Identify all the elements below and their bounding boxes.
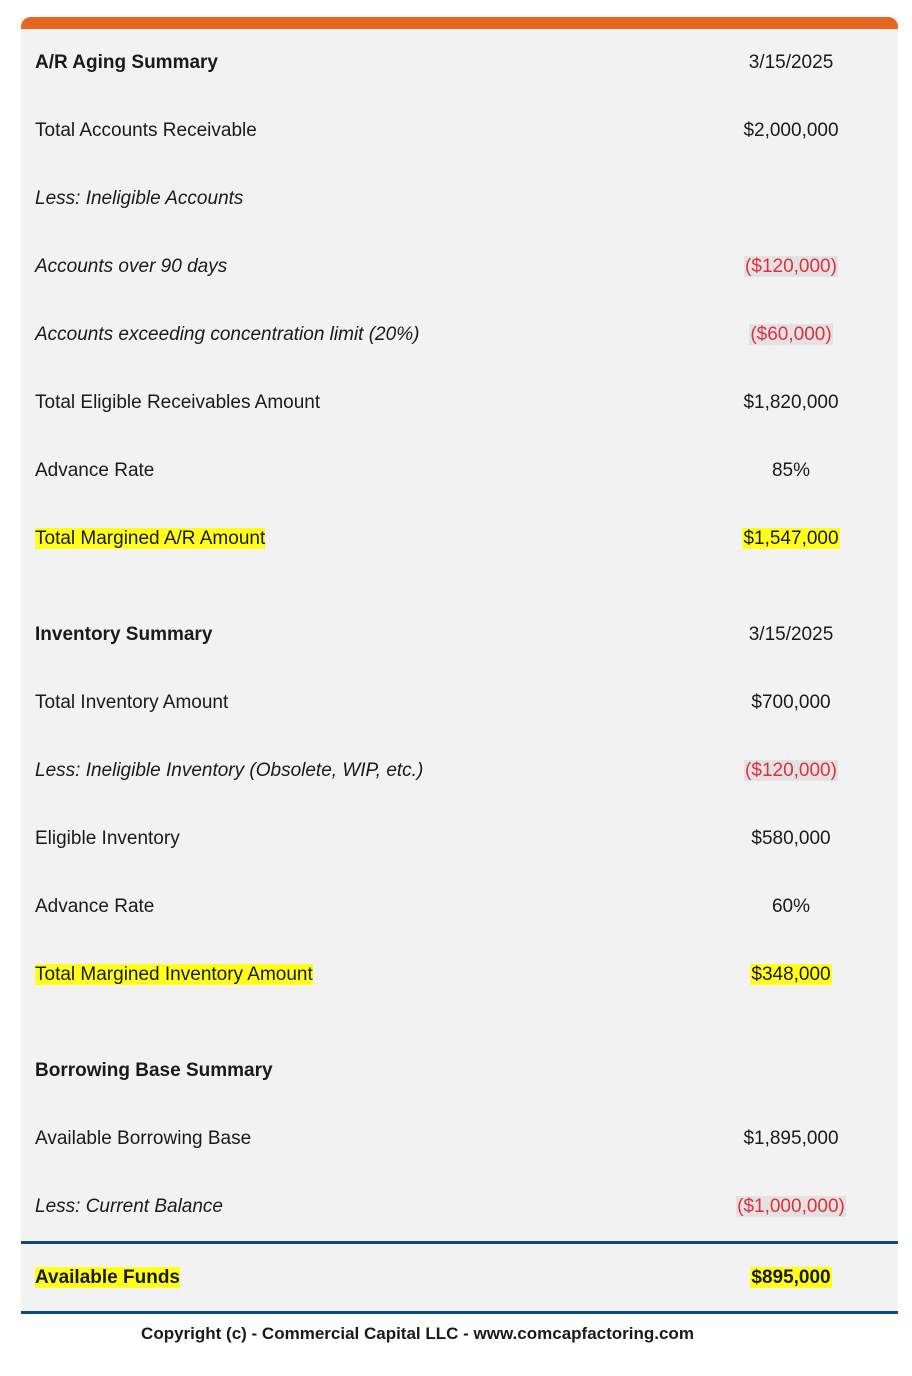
table-row: Accounts over 90 days ($120,000) bbox=[35, 252, 875, 282]
row-value: ($60,000) bbox=[749, 324, 833, 345]
divider bbox=[21, 1311, 898, 1314]
row-value: ($120,000) bbox=[744, 256, 838, 277]
table-row: Total Margined A/R Amount $1,547,000 bbox=[35, 524, 875, 554]
ar-header-row: A/R Aging Summary 3/15/2025 bbox=[35, 48, 875, 78]
total-label: Available Funds bbox=[35, 1267, 180, 1288]
row-label: Total Margined Inventory Amount bbox=[35, 964, 313, 985]
row-label: Less: Ineligible Accounts bbox=[35, 188, 244, 209]
row-value: $1,820,000 bbox=[743, 392, 839, 413]
row-label: Eligible Inventory bbox=[35, 828, 180, 849]
copyright-footer: Copyright (c) - Commercial Capital LLC -… bbox=[141, 1324, 694, 1343]
summary-card bbox=[21, 17, 898, 1313]
row-value: $2,000,000 bbox=[743, 120, 839, 141]
row-value: $1,547,000 bbox=[742, 528, 840, 549]
table-row: Advance Rate 60% bbox=[35, 892, 875, 922]
table-row: Available Borrowing Base $1,895,000 bbox=[35, 1124, 875, 1154]
row-label: Less: Current Balance bbox=[35, 1196, 223, 1217]
table-row: Total Accounts Receivable $2,000,000 bbox=[35, 116, 875, 146]
row-label: Accounts exceeding concentration limit (… bbox=[35, 324, 420, 345]
row-label: Available Borrowing Base bbox=[35, 1128, 252, 1149]
table-row: Less: Ineligible Accounts bbox=[35, 184, 875, 214]
table-row: Total Eligible Receivables Amount $1,820… bbox=[35, 388, 875, 418]
row-value: $580,000 bbox=[751, 828, 831, 849]
row-label: Accounts over 90 days bbox=[35, 256, 228, 277]
divider bbox=[21, 1241, 898, 1244]
table-row: Advance Rate 85% bbox=[35, 456, 875, 486]
inventory-title: Inventory Summary bbox=[35, 624, 213, 645]
row-value: $700,000 bbox=[751, 692, 831, 713]
total-row: Available Funds $895,000 bbox=[35, 1263, 875, 1293]
ar-date: 3/15/2025 bbox=[748, 52, 834, 73]
row-label: Total Accounts Receivable bbox=[35, 120, 257, 141]
row-label: Total Eligible Receivables Amount bbox=[35, 392, 321, 413]
row-value: $1,895,000 bbox=[743, 1128, 839, 1149]
row-value: 60% bbox=[771, 896, 811, 917]
table-row: Total Margined Inventory Amount $348,000 bbox=[35, 960, 875, 990]
inventory-date: 3/15/2025 bbox=[748, 624, 834, 645]
row-label: Total Margined A/R Amount bbox=[35, 528, 266, 549]
row-label: Less: Ineligible Inventory (Obsolete, WI… bbox=[35, 760, 424, 781]
row-value: $348,000 bbox=[750, 964, 832, 985]
table-row: Less: Current Balance ($1,000,000) bbox=[35, 1192, 875, 1222]
table-row: Total Inventory Amount $700,000 bbox=[35, 688, 875, 718]
row-label: Advance Rate bbox=[35, 896, 155, 917]
accent-bar bbox=[21, 17, 898, 29]
row-value: ($120,000) bbox=[744, 760, 838, 781]
borrowing-title: Borrowing Base Summary bbox=[35, 1060, 273, 1081]
borrowing-header-row: Borrowing Base Summary bbox=[35, 1056, 875, 1086]
table-row: Accounts exceeding concentration limit (… bbox=[35, 320, 875, 350]
row-label: Total Inventory Amount bbox=[35, 692, 229, 713]
row-label: Advance Rate bbox=[35, 460, 155, 481]
table-row: Less: Ineligible Inventory (Obsolete, WI… bbox=[35, 756, 875, 786]
row-value: 85% bbox=[771, 460, 811, 481]
table-row: Eligible Inventory $580,000 bbox=[35, 824, 875, 854]
total-value: $895,000 bbox=[750, 1267, 832, 1288]
inventory-header-row: Inventory Summary 3/15/2025 bbox=[35, 620, 875, 650]
row-value: ($1,000,000) bbox=[736, 1196, 846, 1217]
ar-title: A/R Aging Summary bbox=[35, 52, 218, 73]
